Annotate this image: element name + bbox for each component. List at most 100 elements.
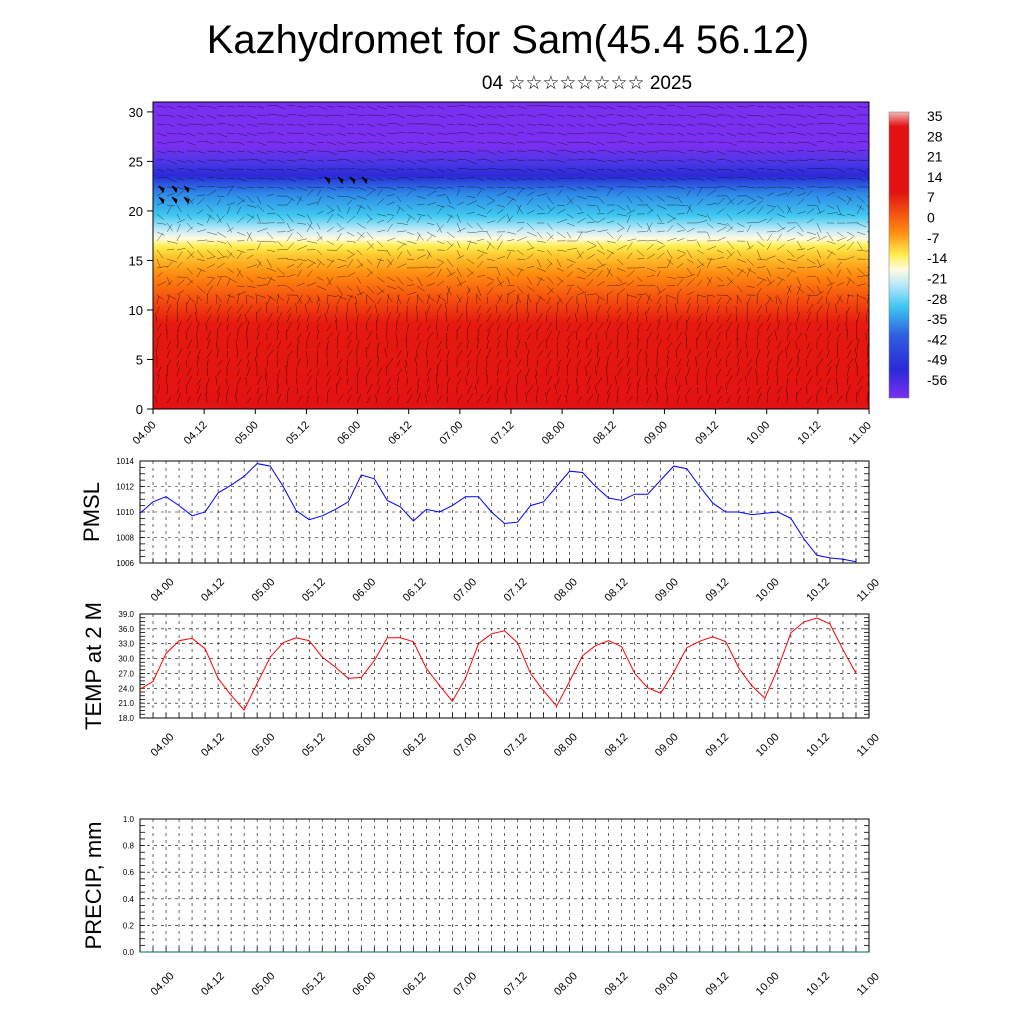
heatmap-x-tick-label: 07.00 [437, 419, 465, 447]
x-tick-label: 07.00 [451, 731, 479, 759]
x-tick-label: 06.12 [401, 731, 429, 759]
series-line [139, 617, 857, 711]
x-tick-label: 09.00 [653, 576, 681, 604]
y-tick-label: 0.0 [123, 948, 135, 957]
x-tick-label: 08.00 [552, 576, 580, 604]
heatmap-x-tick-label: 08.00 [540, 419, 568, 447]
colorbar-label: -42 [927, 331, 947, 347]
x-tick-label: 07.12 [502, 576, 530, 604]
x-tick-label: 07.12 [502, 731, 530, 759]
chart-subtitle: 04 ☆☆☆☆☆☆☆☆ 2025 [481, 73, 693, 94]
y-tick-label: 30.0 [118, 655, 134, 664]
x-tick-label: 08.12 [602, 970, 630, 998]
series-line [139, 463, 857, 563]
temperature-panel: 39.0 36.0 33.0 30.0 27.0 24.0 21.0 18.0 04.00 04.… [81, 602, 882, 759]
heatmap-x-tick-label: 06.00 [335, 419, 363, 447]
y-tick-label: 1.0 [123, 815, 135, 824]
x-tick-label: 07.00 [451, 970, 479, 998]
y-axis-label: PRECIP, mm [81, 822, 106, 950]
y-tick-label: 21.0 [118, 699, 134, 708]
colorbar-label: 7 [927, 189, 935, 205]
heatmap-x-tick-label: 06.12 [386, 419, 414, 447]
x-tick-label: 07.12 [502, 970, 530, 998]
x-tick-label: 10.00 [754, 731, 782, 759]
precipitation-panel: 1.0 0.8 0.6 0.4 0.2 0.0 04.00 04.12 05.00 05.12 06… [81, 815, 882, 998]
heatmap-y-tick-label: 30 [129, 105, 143, 120]
x-tick-label: 08.00 [552, 970, 580, 998]
x-tick-label: 04.00 [149, 731, 177, 759]
x-tick-label: 05.00 [249, 970, 277, 998]
y-tick-label: 1006 [116, 559, 134, 568]
x-tick-label: 08.12 [602, 576, 630, 604]
colorbar: 35 28 21 14 7 0 -7 -14 -21 -28 -35 -42 -49 -56 [888, 108, 947, 399]
heatmap-y-tick-label: 15 [129, 253, 143, 268]
x-tick-label: 06.12 [401, 970, 429, 998]
colorbar-label: -21 [927, 270, 947, 286]
colorbar-label: -28 [927, 291, 947, 307]
x-tick-label: 09.12 [703, 731, 731, 759]
y-tick-label: 33.0 [118, 640, 134, 649]
x-tick-label: 06.00 [350, 970, 378, 998]
heatmap-y-tick-label: 0 [136, 402, 143, 417]
warm-blobs [153, 104, 869, 409]
heatmap-y-tick-label: 10 [129, 303, 143, 318]
x-tick-label: 10.12 [804, 970, 832, 998]
colorbar-label: 0 [927, 210, 935, 226]
x-tick-label: 05.00 [249, 731, 277, 759]
heatmap-x-tick-label: 10.00 [744, 419, 772, 447]
y-tick-label: 39.0 [118, 610, 134, 619]
heatmap-x-tick-label: 10.12 [795, 419, 823, 447]
heatmap-x-tick-label: 04.00 [131, 419, 159, 447]
x-tick-label: 11.00 [855, 971, 882, 998]
y-tick-label: 1010 [116, 508, 134, 517]
colorbar-label: 14 [927, 169, 943, 185]
x-tick-label: 04.12 [199, 731, 227, 759]
wind-barbs [155, 104, 869, 404]
x-tick-label: 09.00 [653, 731, 681, 759]
y-tick-label: 36.0 [118, 625, 134, 634]
y-tick-label: 0.2 [123, 921, 135, 930]
heatmap-y-tick-label: 20 [129, 204, 143, 219]
y-tick-label: 1008 [116, 534, 134, 543]
heatmap-y-tick-label: 25 [129, 154, 143, 169]
y-tick-label: 0.8 [123, 842, 135, 851]
heatmap-x-tick-label: 04.12 [182, 419, 210, 447]
colorbar-label: -49 [927, 352, 947, 368]
heatmap-y-axis: 0 5 10 15 20 25 30 [129, 105, 153, 417]
colorbar-label: -56 [927, 372, 947, 388]
x-tick-label: 10.00 [754, 970, 782, 998]
x-tick-label: 10.00 [754, 576, 782, 604]
heatmap-x-tick-label: 07.12 [489, 419, 517, 447]
x-tick-label: 10.12 [804, 576, 832, 604]
heatmap-x-tick-label: 05.12 [284, 419, 312, 447]
y-tick-label: 27.0 [118, 669, 134, 678]
x-tick-label: 07.00 [451, 576, 479, 604]
chart-title: Kazhydromet for Sam(45.4 56.12) [206, 18, 810, 62]
x-tick-label: 09.12 [703, 970, 731, 998]
x-tick-label: 06.00 [350, 731, 378, 759]
x-tick-label: 09.00 [653, 970, 681, 998]
colorbar-label: -14 [927, 250, 947, 266]
x-tick-label: 04.12 [199, 576, 227, 604]
x-tick-label: 04.12 [199, 970, 227, 998]
x-tick-label: 04.00 [149, 576, 177, 604]
heatmap-x-tick-label: 05.00 [233, 419, 261, 447]
y-tick-label: 1012 [116, 483, 134, 492]
colorbar-label: 21 [927, 149, 943, 165]
x-tick-label: 04.00 [149, 970, 177, 998]
colorbar-label: -35 [927, 311, 947, 327]
colorbar-label: 28 [927, 128, 943, 144]
colorbar-labels: 35 28 21 14 7 0 -7 -14 -21 -28 -35 -42 -49 -56 [927, 108, 947, 388]
x-tick-label: 10.12 [804, 731, 832, 759]
x-tick-label: 06.00 [350, 576, 378, 604]
x-tick-label: 05.12 [300, 576, 328, 604]
colorbar-label: -7 [927, 230, 940, 246]
y-axis-label: PMSL [79, 482, 104, 542]
heatmap-x-tick-label: 08.12 [591, 419, 619, 447]
y-tick-label: 18.0 [118, 714, 134, 723]
heatmap-x-tick-label: 09.12 [693, 419, 721, 447]
x-tick-label: 08.00 [552, 731, 580, 759]
y-tick-label: 24.0 [118, 684, 134, 693]
heatmap-x-tick-label: 11.00 [847, 420, 874, 447]
heatmap-y-tick-label: 5 [136, 352, 143, 367]
